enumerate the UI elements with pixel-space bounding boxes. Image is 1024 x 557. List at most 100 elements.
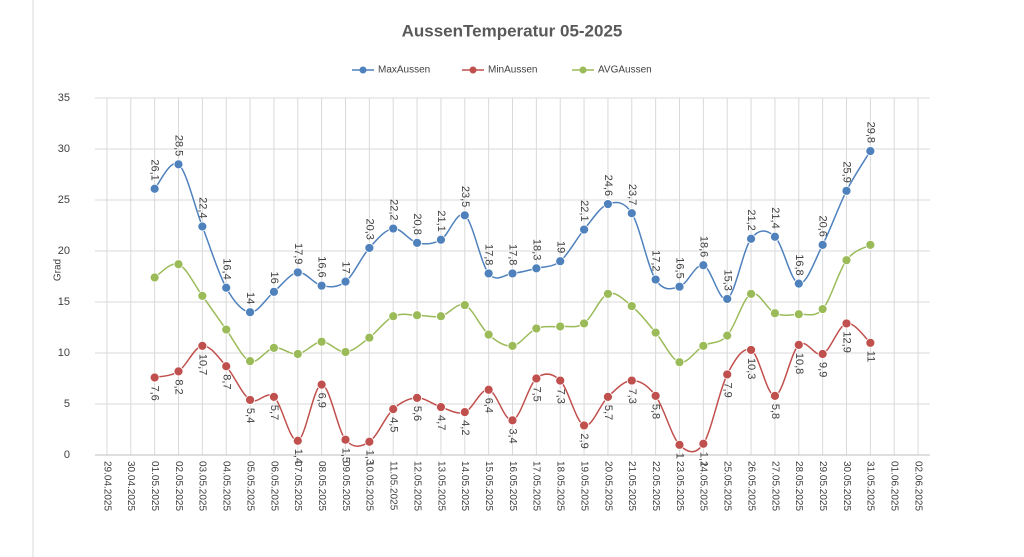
point bbox=[603, 199, 613, 209]
x-tick-label: 30.04.2025 bbox=[125, 461, 136, 511]
x-tick-label: 07.05.2025 bbox=[292, 461, 303, 511]
data-label: 6,9 bbox=[316, 393, 328, 408]
point bbox=[555, 256, 566, 267]
point bbox=[436, 311, 446, 322]
data-label: 21,4 bbox=[769, 207, 781, 228]
point bbox=[316, 280, 327, 291]
point bbox=[221, 324, 232, 335]
point bbox=[555, 321, 566, 332]
data-label: 28,5 bbox=[173, 135, 185, 156]
point bbox=[531, 263, 542, 274]
point bbox=[388, 311, 399, 322]
point bbox=[269, 342, 279, 353]
x-tick-label: 21.05.2025 bbox=[626, 461, 637, 511]
data-label: 2,9 bbox=[578, 433, 590, 448]
x-tick-label: 17.05.2025 bbox=[531, 461, 542, 511]
data-label: 18,6 bbox=[697, 236, 709, 257]
data-label: 17,8 bbox=[507, 244, 519, 265]
point bbox=[698, 260, 709, 271]
point bbox=[579, 318, 589, 329]
x-tick-label: 31.05.2025 bbox=[865, 461, 876, 511]
data-label: 17,8 bbox=[483, 244, 495, 265]
data-label: 3,4 bbox=[507, 428, 519, 443]
point bbox=[603, 391, 613, 402]
point bbox=[650, 274, 661, 285]
data-label: 16 bbox=[268, 272, 280, 284]
x-tick-label: 13.05.2025 bbox=[435, 461, 446, 511]
point bbox=[674, 281, 685, 292]
point bbox=[746, 345, 756, 355]
point bbox=[245, 395, 255, 405]
data-label: 5,6 bbox=[411, 406, 423, 421]
point bbox=[555, 375, 566, 386]
y-tick-label: 5 bbox=[64, 398, 70, 410]
point bbox=[149, 183, 160, 194]
point bbox=[722, 294, 733, 304]
data-label: 25,9 bbox=[841, 161, 853, 182]
data-label: 23,5 bbox=[459, 186, 471, 207]
x-tick-label: 27.05.2025 bbox=[769, 461, 780, 511]
data-label: 11 bbox=[864, 351, 876, 362]
point bbox=[459, 300, 470, 310]
y-tick-label: 10 bbox=[58, 347, 70, 359]
point bbox=[412, 237, 422, 248]
point bbox=[650, 390, 661, 401]
point bbox=[793, 278, 804, 289]
data-label: 7,5 bbox=[530, 387, 542, 402]
data-label: 7,6 bbox=[149, 385, 161, 400]
point bbox=[316, 336, 327, 347]
data-label: 5,4 bbox=[244, 408, 256, 423]
point bbox=[626, 301, 637, 311]
data-label: 5,7 bbox=[268, 405, 280, 420]
point bbox=[698, 438, 709, 449]
data-label: 16,8 bbox=[793, 254, 805, 275]
data-label: 5,7 bbox=[602, 405, 614, 420]
point bbox=[817, 304, 828, 315]
data-label: 16,6 bbox=[316, 256, 328, 277]
data-label: 17,9 bbox=[292, 243, 304, 264]
x-tick-label: 04.05.2025 bbox=[221, 461, 232, 511]
x-tick-label: 06.05.2025 bbox=[268, 461, 279, 511]
point bbox=[746, 233, 756, 244]
point bbox=[316, 379, 327, 390]
point bbox=[245, 356, 255, 367]
y-tick-label: 20 bbox=[58, 245, 70, 257]
point bbox=[722, 330, 733, 341]
chart-title: AussenTemperatur 05-2025 bbox=[402, 21, 623, 40]
x-tick-label: 08.05.2025 bbox=[316, 461, 327, 511]
point bbox=[650, 327, 661, 338]
y-tick-label: 35 bbox=[58, 92, 70, 104]
point bbox=[746, 288, 756, 299]
data-label: 26,1 bbox=[149, 159, 161, 180]
point bbox=[603, 288, 613, 299]
data-label: 4,5 bbox=[387, 417, 399, 432]
x-tick-label: 14.05.2025 bbox=[459, 461, 470, 511]
data-label: 8,2 bbox=[173, 379, 185, 394]
point bbox=[388, 223, 399, 234]
point bbox=[459, 210, 470, 221]
point bbox=[292, 435, 303, 446]
point bbox=[340, 347, 351, 357]
point bbox=[507, 268, 518, 279]
point bbox=[483, 329, 494, 340]
data-label: 8,7 bbox=[220, 374, 232, 389]
point bbox=[817, 239, 828, 250]
point bbox=[436, 402, 446, 412]
x-tick-label: 22.05.2025 bbox=[650, 461, 661, 511]
data-label: 1,4 bbox=[292, 449, 304, 464]
data-label: 1 bbox=[674, 453, 686, 459]
data-label: 14 bbox=[244, 292, 256, 304]
point bbox=[674, 439, 685, 450]
x-tick-label: 05.05.2025 bbox=[244, 461, 255, 511]
data-label: 9,9 bbox=[817, 362, 829, 377]
point bbox=[197, 221, 208, 232]
point bbox=[507, 340, 518, 351]
data-label: 23,7 bbox=[626, 184, 638, 205]
y-axis-title: Grad bbox=[53, 259, 64, 281]
point bbox=[412, 310, 422, 321]
point bbox=[698, 340, 709, 351]
data-label: 7,3 bbox=[626, 389, 638, 404]
data-label: 22,4 bbox=[196, 197, 208, 218]
data-label: 16,4 bbox=[220, 258, 232, 279]
